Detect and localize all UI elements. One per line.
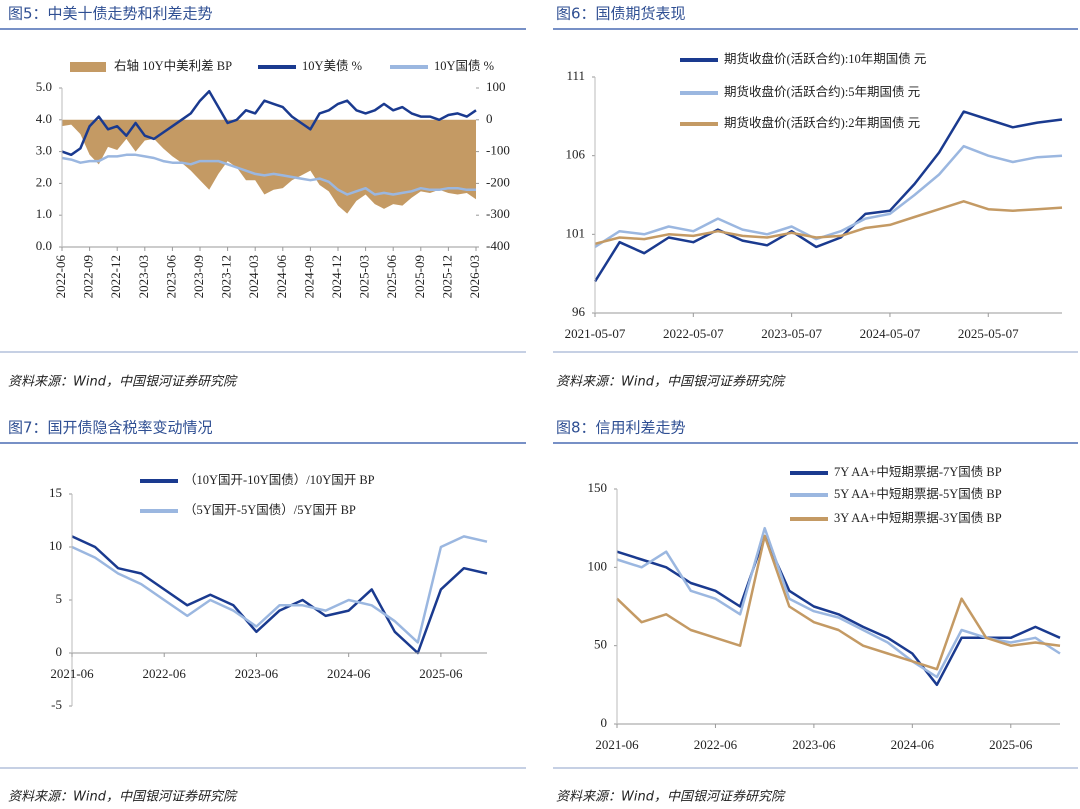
legend-label: 期货收盘价(活跃合约):10年期国债 元 — [724, 51, 926, 66]
x-tick-label: 2021-05-07 — [565, 326, 626, 341]
x-tick-label: 2025-09 — [412, 255, 427, 298]
y-tick-label: 1.0 — [36, 206, 52, 221]
y2-tick-label: -400 — [486, 238, 510, 253]
x-tick-label: 2022-06 — [694, 737, 738, 752]
chart-title: 图7：国开债隐含税率变动情况 — [8, 419, 213, 437]
x-tick-label: 2022-12 — [108, 255, 123, 298]
source: 资料来源：Wind，中国银河证券研究院 — [556, 374, 786, 390]
x-tick-label: 2025-06 — [384, 255, 399, 299]
y-tick-label: 50 — [594, 637, 607, 652]
y-tick-label: 0.0 — [36, 238, 52, 253]
chart-title: 图6：国债期货表现 — [556, 5, 686, 23]
x-tick-label: 2021-06 — [50, 666, 94, 681]
line — [616, 534, 1061, 687]
line — [71, 535, 488, 644]
y-tick-label: 0 — [56, 644, 63, 659]
chart-title: 图5：中美十债走势和利差走势 — [8, 5, 213, 23]
x-tick-label: 2023-09 — [191, 255, 206, 298]
source: 资料来源：Wind，中国银河证券研究院 — [556, 789, 786, 805]
line — [61, 89, 477, 157]
chart-title: 图8：信用利差走势 — [556, 419, 686, 437]
x-tick-label: 2025-06 — [419, 666, 463, 681]
x-tick-label: 2022-06 — [53, 255, 68, 299]
x-tick-label: 2025-05-07 — [958, 326, 1019, 341]
source: 资料来源：Wind，中国银河证券研究院 — [8, 374, 238, 390]
x-tick-label: 2023-05-07 — [761, 326, 822, 341]
y-tick-label: 106 — [566, 147, 586, 162]
x-tick-label: 2024-03 — [246, 255, 261, 298]
x-tick-label: 2024-06 — [327, 666, 371, 681]
separators — [0, 28, 1078, 444]
x-tick-label: 2023-12 — [219, 255, 234, 298]
x-tick-label: 2024-06 — [274, 255, 289, 299]
y2-tick-label: -100 — [486, 143, 510, 158]
line — [616, 534, 1061, 671]
line — [61, 153, 476, 196]
x-tick-label: 2023-06 — [792, 737, 836, 752]
y-tick-label: 5 — [56, 591, 63, 606]
line — [594, 200, 1063, 246]
x-tick-label: 2024-05-07 — [860, 326, 921, 341]
legend-label: 5Y AA+中短期票据-5Y国债 BP — [834, 486, 1002, 501]
legend-label: （10Y国开-10Y国债）/10Y国开 BP — [184, 473, 375, 487]
x-tick-label: 2023-03 — [136, 255, 151, 298]
x-tick-label: 2024-06 — [891, 737, 935, 752]
y-tick-label: 3.0 — [36, 143, 52, 158]
separators — [0, 351, 1078, 769]
y-tick-label: 0 — [601, 715, 608, 730]
line — [593, 110, 1063, 283]
x-tick-label: 2026-03 — [467, 255, 482, 298]
line — [616, 526, 1061, 679]
y-tick-label: 10 — [49, 538, 62, 553]
x-tick-label: 2023-06 — [163, 255, 178, 299]
legend-label: 期货收盘价(活跃合约):5年期国债 元 — [724, 84, 920, 99]
y-tick-label: 111 — [566, 68, 585, 83]
x-tick-label: 2022-09 — [81, 255, 96, 298]
legend-label: 期货收盘价(活跃合约):2年期国债 元 — [724, 115, 920, 130]
legend-label: 3Y AA+中短期票据-3Y国债 BP — [834, 510, 1002, 525]
x-tick-label: 2022-06 — [143, 666, 187, 681]
x-tick-label: 2022-05-07 — [663, 326, 724, 341]
legend-swatch — [70, 62, 106, 72]
x-tick-label: 2025-12 — [439, 255, 454, 298]
line — [71, 535, 488, 655]
x-tick-label: 2025-06 — [989, 737, 1033, 752]
legend-label: 10Y美债 % — [302, 59, 362, 73]
legend-label: 右轴 10Y中美利差 BP — [114, 58, 232, 73]
y-tick-label: 4.0 — [36, 111, 52, 126]
x-tick-label: 2021-06 — [595, 737, 639, 752]
x-tick-label: 2025-03 — [357, 255, 372, 298]
y2-tick-label: 100 — [486, 79, 506, 94]
y2-tick-label: -200 — [486, 174, 510, 189]
line — [594, 144, 1063, 248]
y-tick-label: 101 — [566, 225, 586, 240]
y-tick-label: 5.0 — [36, 79, 52, 94]
x-tick-label: 2024-09 — [301, 255, 316, 298]
legend-label: 10Y国债 % — [434, 59, 494, 73]
y-tick-label: 2.0 — [36, 174, 52, 189]
y2-tick-label: -300 — [486, 206, 510, 221]
x-tick-label: 2024-12 — [329, 255, 344, 298]
legend-label: （5Y国开-5Y国债）/5Y国开 BP — [184, 503, 356, 517]
y-tick-label: 150 — [588, 480, 608, 495]
x-tick-label: 2023-06 — [235, 666, 279, 681]
y-tick-label: 15 — [49, 485, 62, 500]
y2-tick-label: 0 — [486, 111, 493, 126]
y-tick-label: 100 — [588, 558, 608, 573]
y-tick-label: -5 — [51, 697, 62, 712]
source: 资料来源：Wind，中国银河证券研究院 — [8, 789, 238, 805]
y-tick-label: 96 — [572, 304, 586, 319]
area — [62, 119, 476, 214]
legend-label: 7Y AA+中短期票据-7Y国债 BP — [834, 464, 1002, 479]
